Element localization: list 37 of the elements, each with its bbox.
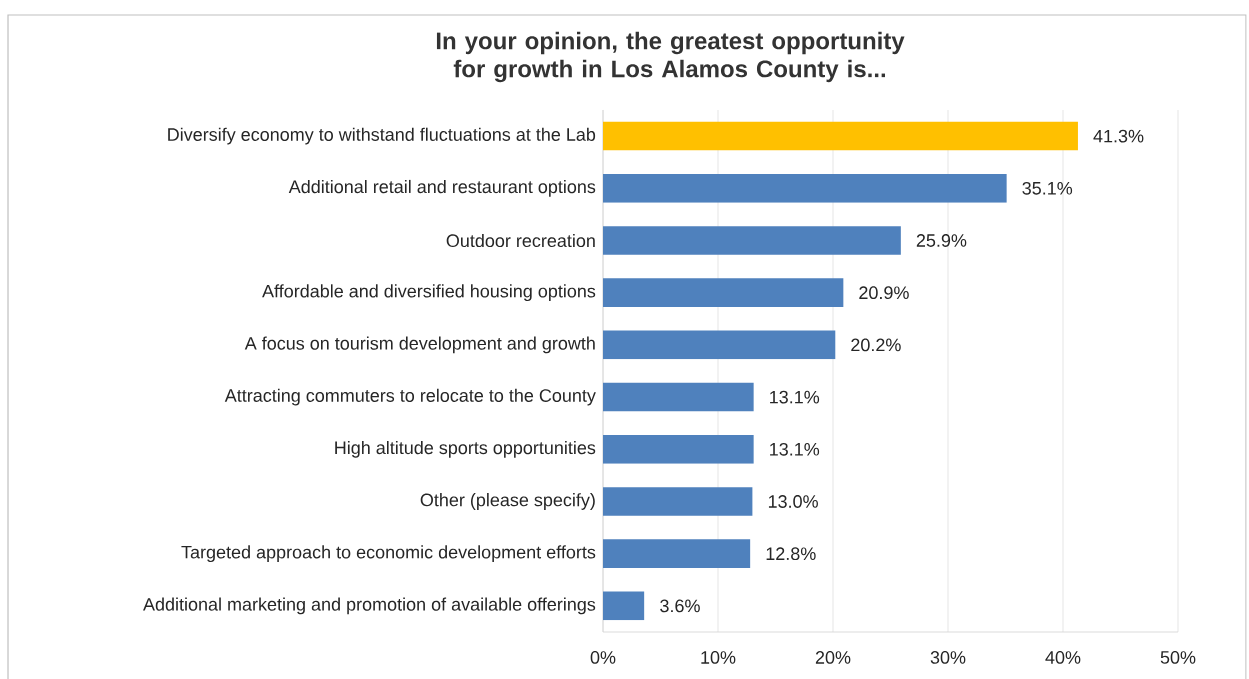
bar (603, 121, 1078, 151)
data-label: 35.1% (1022, 181, 1073, 195)
y-tick-label: Attracting commuters to relocate to the County (224, 388, 596, 406)
bar (603, 330, 836, 360)
x-tick-label: 10% (701, 651, 736, 664)
y-tick-label: Additional marketing and promotion of available offerings (143, 597, 596, 615)
y-tick-label: Other (please specify) (420, 493, 595, 510)
bar (603, 278, 844, 308)
x-tick-label: 50% (1160, 651, 1196, 664)
bar (603, 539, 751, 569)
data-label: 13.1% (770, 442, 820, 456)
y-tick-label: Additional retail and restaurant options (288, 179, 596, 197)
x-tick-label: 0% (590, 651, 616, 664)
x-tick-label: 20% (815, 651, 851, 664)
y-tick-label: Targeted approach to economic development efforts (181, 545, 596, 563)
data-label: 25.9% (916, 234, 967, 247)
bar (603, 382, 754, 412)
bar (603, 434, 754, 464)
chart-title: In your opinion, the greatest opportunity for growth in Los Alamos County is... (436, 31, 905, 83)
x-tick-label: 30% (930, 651, 966, 664)
data-label: 13.0% (768, 495, 818, 508)
data-label: 13.1% (770, 390, 820, 404)
bar (603, 173, 1007, 203)
data-label: 12.8% (766, 547, 816, 561)
x-tick-label: 40% (1045, 651, 1081, 664)
y-tick-label: High altitude sports opportunities (335, 440, 596, 458)
y-tick-label: Diversify economy to withstand fluctuations at the Lab (168, 127, 596, 145)
bar (603, 226, 901, 255)
data-label: 41.3% (1093, 129, 1144, 143)
bar (603, 591, 645, 621)
y-tick-label: Affordable and diversified housing options (262, 284, 596, 302)
y-tick-label: A focus on tourism development and growth (244, 336, 595, 354)
data-label: 20.9% (859, 286, 909, 300)
data-label: 3.6% (660, 599, 700, 613)
y-tick-label: Outdoor recreation (446, 233, 595, 248)
data-label: 20.2% (851, 338, 901, 352)
bar (603, 487, 753, 516)
